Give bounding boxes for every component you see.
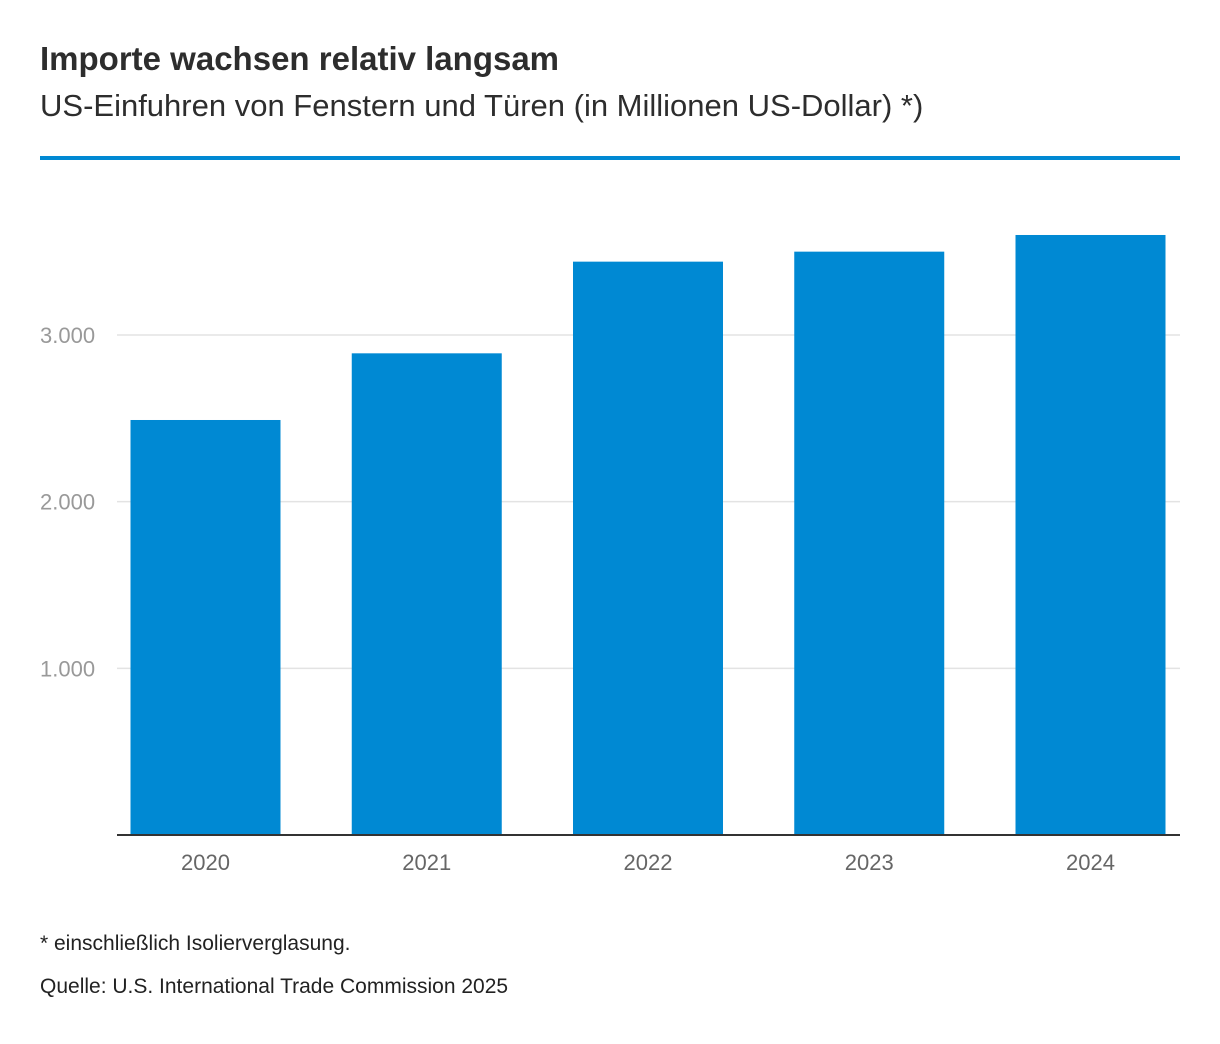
x-tick-label: 2022	[624, 850, 673, 875]
y-tick-label: 1.000	[40, 656, 95, 681]
x-axis-tick-labels: 2020 2021 2022 2023 2024	[181, 850, 1115, 875]
source-note: Quelle: U.S. International Trade Commiss…	[40, 975, 509, 998]
y-tick-label: 2.000	[40, 490, 95, 515]
bar-2023	[794, 251, 945, 835]
bar-2024	[1015, 234, 1166, 835]
chart-title: Importe wachsen relativ langsam	[40, 40, 560, 77]
x-tick-label: 2020	[181, 850, 230, 875]
bar-2021	[351, 353, 502, 835]
title-divider	[40, 156, 1180, 160]
chart-subtitle: US-Einfuhren von Fenstern und Türen (in …	[40, 88, 924, 123]
y-axis-tick-labels: 1.000 2.000 3.000	[40, 323, 95, 681]
x-tick-label: 2023	[845, 850, 894, 875]
y-tick-label: 3.000	[40, 323, 95, 348]
bars	[130, 234, 1166, 835]
x-tick-label: 2024	[1066, 850, 1115, 875]
footnote: * einschließlich Isolierverglasung.	[40, 932, 351, 955]
bar-2020	[130, 419, 281, 835]
x-tick-label: 2021	[402, 850, 451, 875]
bar-2022	[573, 261, 723, 835]
